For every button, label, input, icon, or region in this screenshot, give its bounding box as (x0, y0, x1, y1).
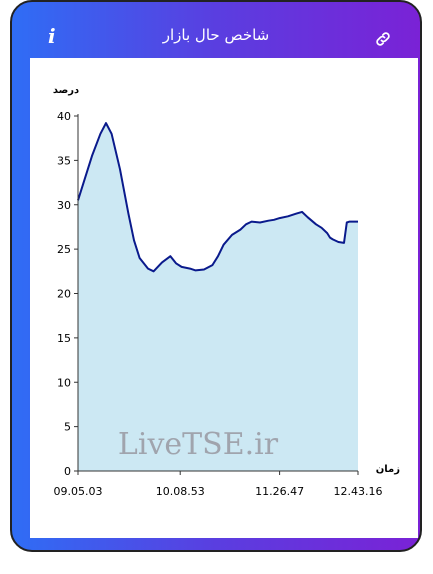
x-tick-label: 11.26.47 (255, 485, 304, 498)
x-tick-label: 09.05.03 (54, 485, 103, 498)
y-axis-label: درصد (53, 85, 79, 96)
y-tick-label: 0 (64, 465, 71, 478)
chart-panel: درصد زمان 0 5 10 15 20 25 30 35 40 09.05.03 10.08.… (30, 58, 418, 538)
link-icon[interactable] (374, 30, 392, 48)
x-tick-label: 10.08.53 (156, 485, 205, 498)
y-tick-label: 40 (57, 110, 71, 123)
market-index-chart: درصد زمان 0 5 10 15 20 25 30 35 40 09.05.03 10.08.… (53, 85, 400, 498)
card-title: شاخص حال بازار (162, 26, 270, 44)
info-icon[interactable]: i (48, 24, 56, 48)
y-tick-label: 10 (57, 376, 71, 389)
y-tick-label: 5 (64, 421, 71, 434)
y-tick-label: 30 (57, 199, 71, 212)
y-tick-label: 20 (57, 288, 71, 301)
card-header: i شاخص حال بازار (12, 2, 420, 58)
y-tick-label: 15 (57, 332, 71, 345)
series-line (77, 122, 358, 273)
area-fill (78, 123, 358, 471)
x-tick-label: 12.43.16 (334, 485, 383, 498)
watermark: LiveTSE.ir (118, 427, 279, 462)
y-tick-label: 35 (57, 154, 71, 167)
market-index-card: i شاخص حال بازار درصد زمان 0 5 10 15 20 25 30 3… (10, 0, 422, 552)
y-tick-label: 25 (57, 243, 71, 256)
x-axis-label: زمان (376, 464, 400, 475)
